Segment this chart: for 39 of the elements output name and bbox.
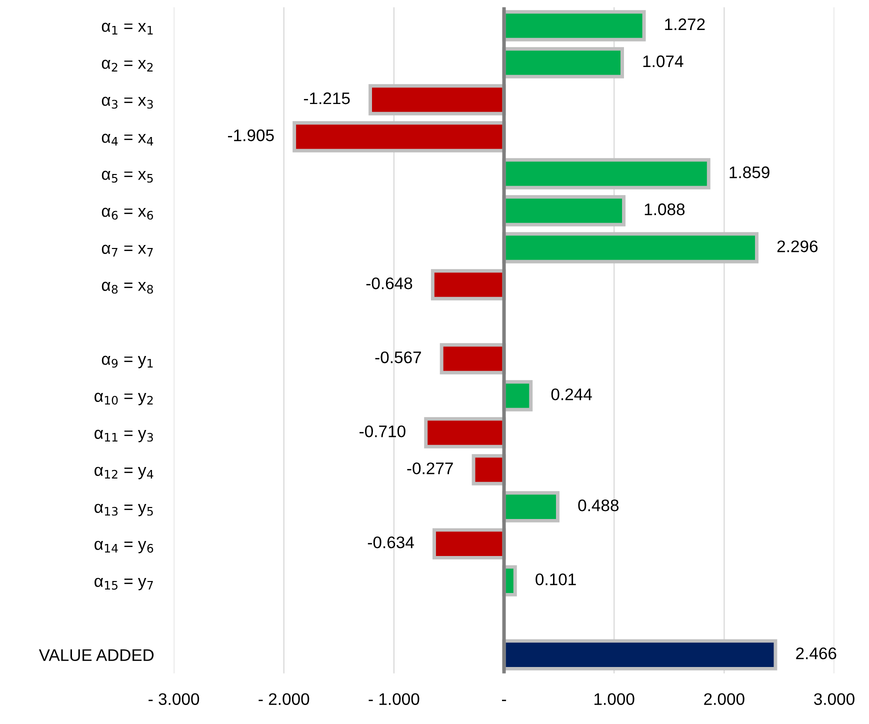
y-tick-label: α$_{8}$ = x$_{8}$ xyxy=(102,282,153,294)
data-label: 1.272 xyxy=(665,18,705,30)
y-tick-label: α$_{15}$ = y$_{7}$ xyxy=(94,578,153,590)
y-tick-label: α$_{5}$ = x$_{5}$ xyxy=(102,170,153,183)
data-label: 1.074 xyxy=(643,55,684,68)
y-tick-label: α$_{6}$ = x$_{6}$ xyxy=(102,208,154,220)
data-label: 0.101 xyxy=(536,573,576,586)
x-tick-label: - xyxy=(502,700,506,702)
x-tick-label: 2.000 xyxy=(704,693,744,706)
y-tick-label: α$_{9}$ = y$_{1}$ xyxy=(102,356,153,368)
data-label: 0.244 xyxy=(551,388,592,400)
data-label: -0.567 xyxy=(375,351,421,364)
data-label: 1.088 xyxy=(644,203,685,216)
y-tick-label: α$_{7}$ = x$_{7}$ xyxy=(102,244,153,257)
y-tick-label: α$_{14}$ = y$_{6}$ xyxy=(94,540,154,554)
x-tick-label: 1.000 xyxy=(594,693,634,706)
y-tick-label: α$_{12}$ = y$_{4}$ xyxy=(94,466,154,480)
data-label: 0.488 xyxy=(578,499,619,512)
y-tick-label: α$_{1}$ = x$_{1}$ xyxy=(102,22,153,34)
data-label: -1.215 xyxy=(304,92,350,104)
y-tick-label: α$_{4}$ = x$_{4}$ xyxy=(102,134,154,146)
x-tick-label: - 1.000 xyxy=(368,693,420,706)
data-label: -1.905 xyxy=(228,129,274,142)
data-label: -0.277 xyxy=(407,462,453,474)
data-label: 2.466 xyxy=(796,647,836,660)
x-tick-label: 3.000 xyxy=(814,693,854,706)
data-label: 1.859 xyxy=(730,166,770,178)
y-tick-label: VALUE ADDED xyxy=(38,649,154,662)
x-tick-label: - 2.000 xyxy=(258,693,310,706)
data-label: -0.710 xyxy=(360,425,406,438)
y-tick-label: α$_{10}$ = y$_{2}$ xyxy=(94,392,153,406)
data-label: 2.296 xyxy=(777,240,818,252)
y-tick-label: α$_{2}$ = x$_{2}$ xyxy=(102,60,153,72)
x-tick-label: - 3.000 xyxy=(148,693,200,706)
data-label: -0.648 xyxy=(366,277,412,290)
data-label: -0.634 xyxy=(368,536,414,548)
y-tick-label: α$_{11}$ = y$_{3}$ xyxy=(94,430,153,442)
y-tick-label: α$_{3}$ = x$_{3}$ xyxy=(102,96,153,109)
y-tick-label: α$_{13}$ = y$_{5}$ xyxy=(94,504,153,516)
